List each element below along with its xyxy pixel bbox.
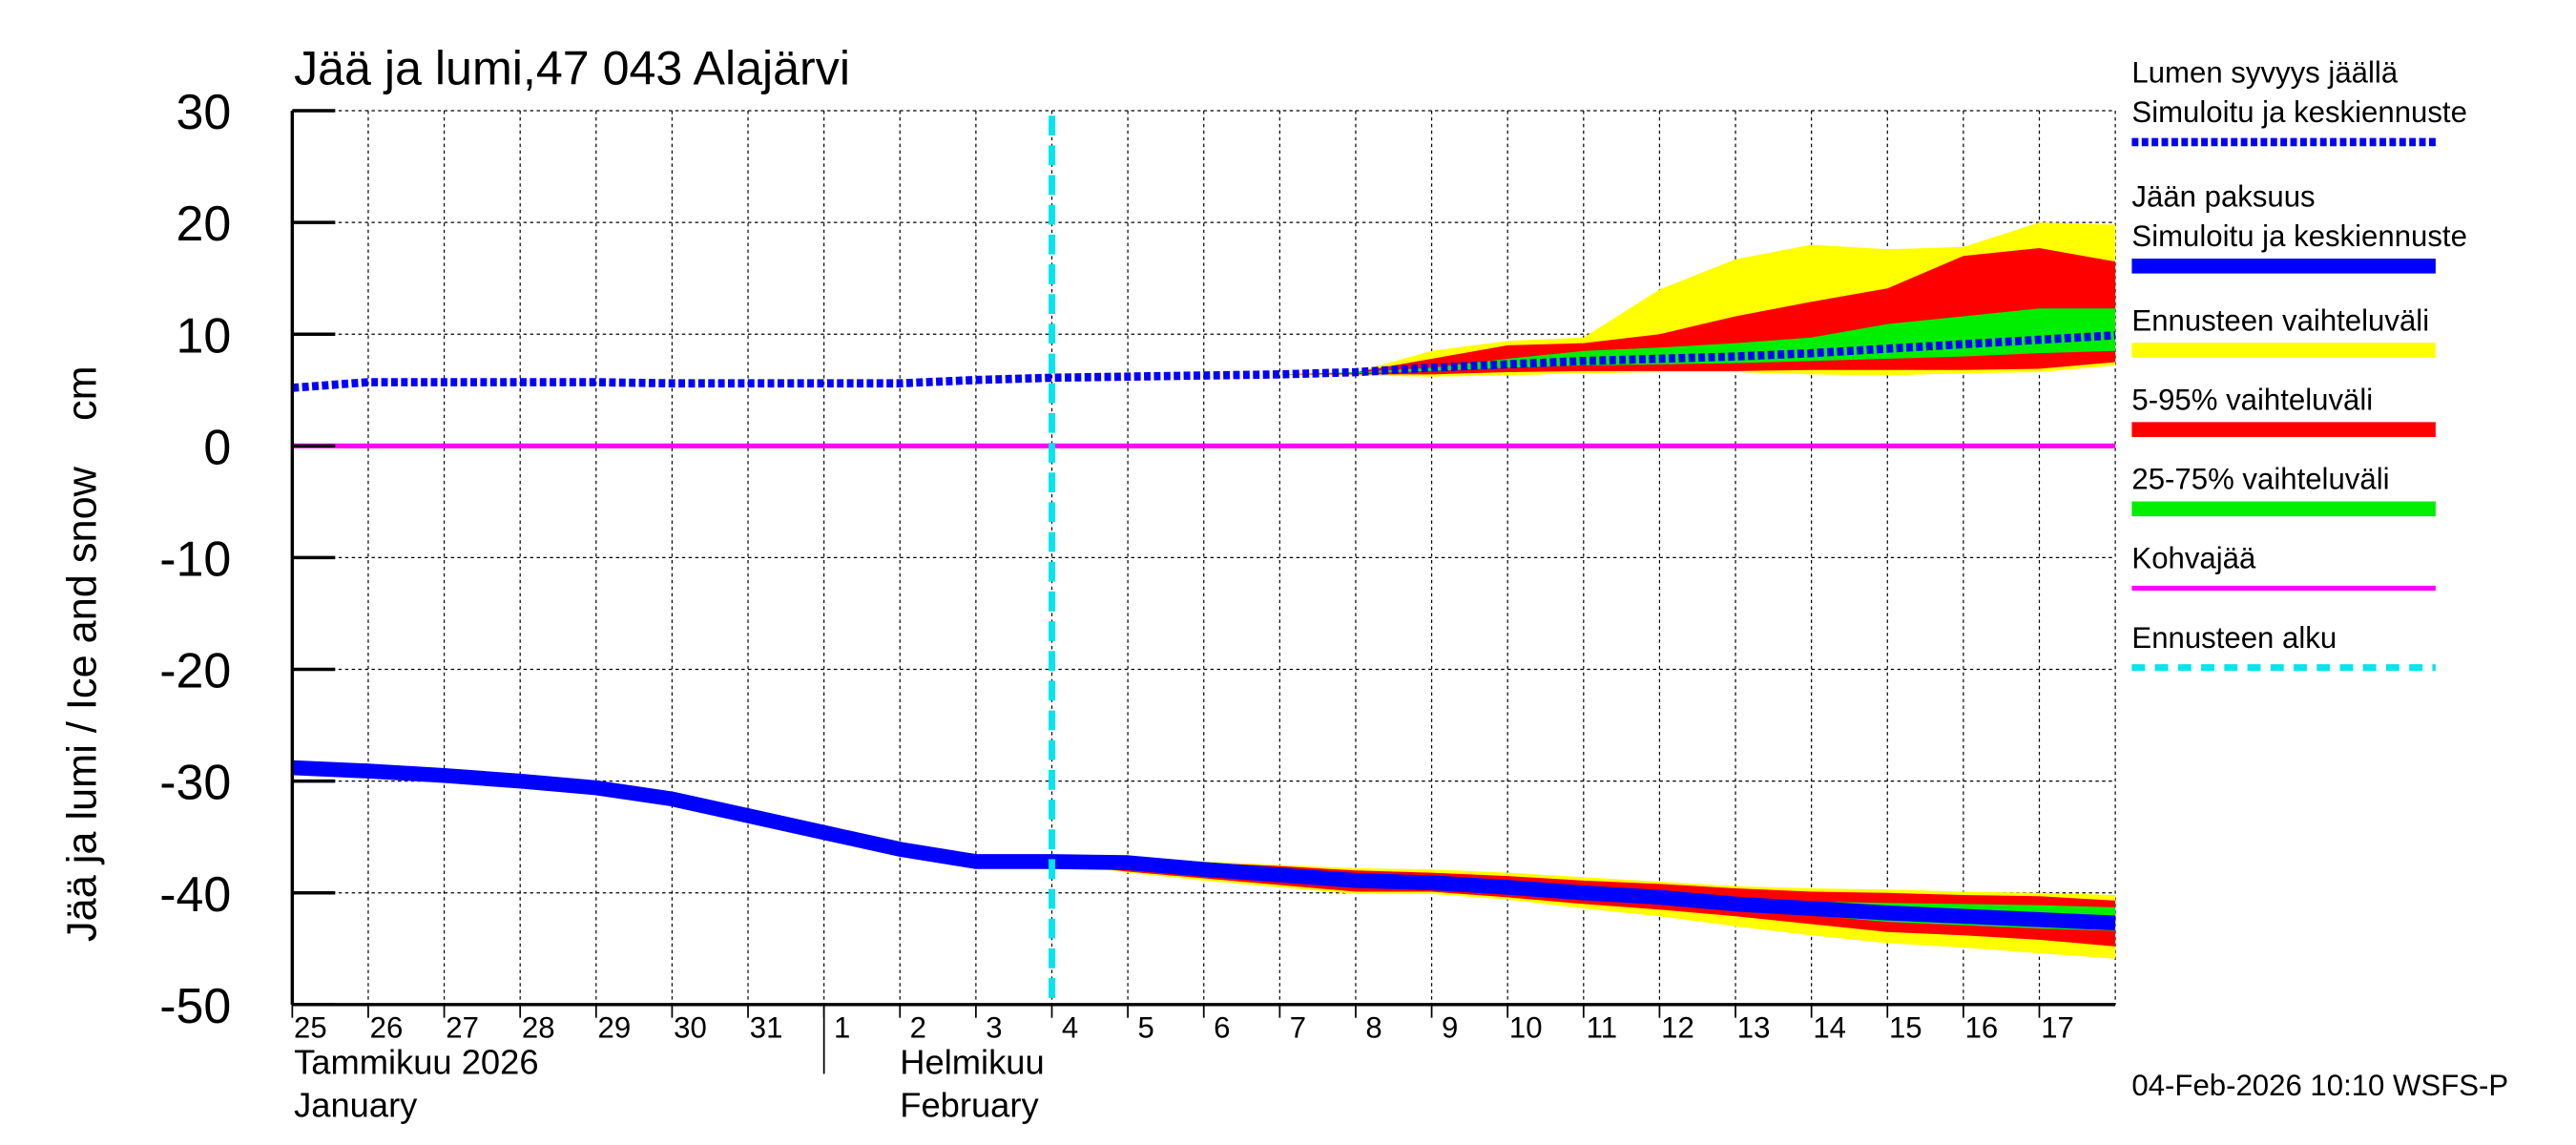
x-tick-label: 12 <box>1661 1010 1694 1044</box>
x-tick-label: 29 <box>598 1010 632 1044</box>
legend-item: Kohvajää <box>2131 542 2436 592</box>
legend-label: Jään paksuus <box>2131 179 2315 213</box>
x-tick-label: 7 <box>1290 1010 1306 1044</box>
legend-item: Lumen syvyys jäällä Simuloitu ja keskienn… <box>2131 56 2467 147</box>
x-tick-label: 9 <box>1442 1010 1458 1044</box>
x-tick-label: 6 <box>1214 1010 1230 1044</box>
y-tick-label: -40 <box>159 867 231 923</box>
x-tick-label: 26 <box>370 1010 404 1044</box>
legend-label: Lumen syvyys jäällä <box>2131 56 2398 90</box>
x-tick-label: 30 <box>674 1010 707 1044</box>
legend-item: Ennusteen alku <box>2131 621 2436 672</box>
lines <box>292 115 2116 1005</box>
month-label-en: January <box>294 1086 418 1125</box>
legend: Lumen syvyys jäällä Simuloitu ja keskienn… <box>2131 56 2467 672</box>
x-tick-label: 8 <box>1365 1010 1381 1044</box>
x-tick-label: 16 <box>1965 1010 1999 1044</box>
legend-label: 25-75% vaihteluväli <box>2131 463 2389 496</box>
y-axis-label: Jää ja lumi / Ice and snow cm <box>59 365 105 942</box>
month-label-en: February <box>900 1086 1039 1125</box>
x-tick-label: 4 <box>1062 1010 1078 1044</box>
snow-depth-line <box>292 331 2116 392</box>
x-tick-label: 3 <box>986 1010 1002 1044</box>
y-tick-label: -10 <box>159 531 231 587</box>
legend-item: 25-75% vaihteluväli <box>2131 463 2436 517</box>
legend-item: Ennusteen vaihteluväli <box>2131 303 2436 358</box>
x-tick-label: 31 <box>750 1010 783 1044</box>
legend-label: Kohvajää <box>2131 542 2256 575</box>
legend-label: Ennusteen alku <box>2131 621 2337 655</box>
month-label-fi: Helmikuu <box>900 1043 1044 1082</box>
x-tick-label: 15 <box>1889 1010 1922 1044</box>
y-tick-label: 30 <box>177 85 232 140</box>
bands <box>1051 222 2116 959</box>
legend-label-2: Simuloitu ja keskiennuste <box>2131 219 2466 253</box>
y-tick-label: -30 <box>159 756 231 811</box>
x-tick-label: 27 <box>446 1010 479 1044</box>
legend-label: Ennusteen vaihteluväli <box>2131 303 2429 337</box>
x-tick-label: 2 <box>910 1010 926 1044</box>
x-tick-label: 17 <box>2041 1010 2074 1044</box>
legend-item: Jään paksuus Simuloitu ja keskiennuste <box>2131 179 2467 274</box>
x-tick-label: 1 <box>834 1010 850 1044</box>
y-tick-label: -20 <box>159 644 231 699</box>
x-tick-label: 14 <box>1813 1010 1846 1044</box>
footer-timestamp: 04-Feb-2026 10:10 WSFS-P <box>2131 1069 2508 1102</box>
x-tick-label: 28 <box>522 1010 555 1044</box>
legend-item: 5-95% vaihteluväli <box>2131 383 2436 438</box>
y-tick-label: -50 <box>159 979 231 1034</box>
y-tick-label: 0 <box>203 420 231 475</box>
x-tick-label: 13 <box>1737 1010 1771 1044</box>
x-tick-label: 5 <box>1137 1010 1153 1044</box>
chart-title: Jää ja lumi,47 043 Alajärvi <box>294 41 850 94</box>
month-label-fi: Tammikuu 2026 <box>294 1043 539 1082</box>
y-tick-label: 10 <box>177 308 232 364</box>
x-tick-label: 25 <box>294 1010 327 1044</box>
ice-thickness-line <box>292 760 2116 931</box>
x-tick-label: 11 <box>1587 1010 1617 1044</box>
x-tick-label: 10 <box>1509 1010 1543 1044</box>
legend-label-2: Simuloitu ja keskiennuste <box>2131 95 2466 129</box>
legend-label: 5-95% vaihteluväli <box>2131 383 2373 416</box>
y-tick-label: 20 <box>177 197 232 252</box>
